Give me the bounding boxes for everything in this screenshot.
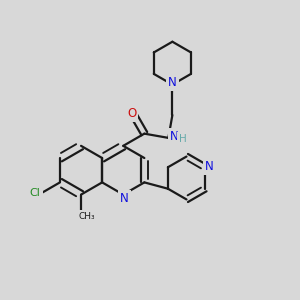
Text: O: O [127,106,136,119]
Text: H: H [179,134,187,144]
Text: CH₃: CH₃ [79,212,95,221]
Text: N: N [170,130,179,143]
Text: Cl: Cl [30,188,40,198]
Text: N: N [205,160,214,172]
Text: N: N [120,192,128,205]
Text: N: N [168,76,177,89]
